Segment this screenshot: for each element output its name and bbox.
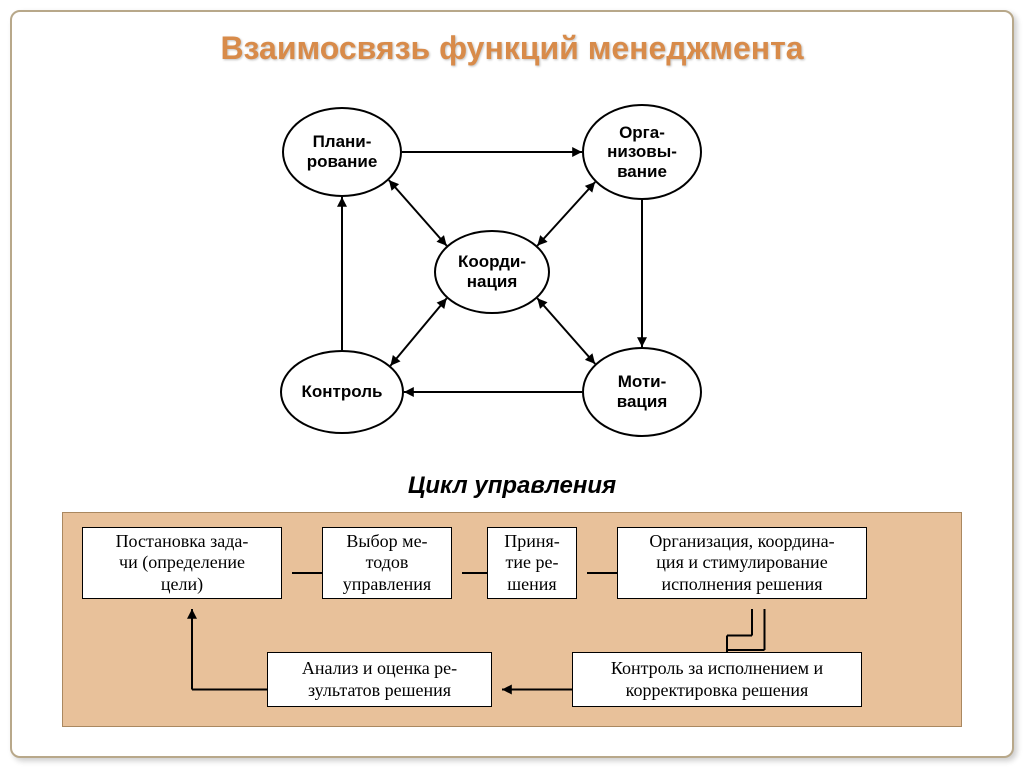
flow-box-b4: Организация, координа-ция и стимулирован… (617, 527, 867, 599)
node-ctrl: Контроль (280, 350, 404, 434)
flow-box-b3: Приня-тие ре-шения (487, 527, 577, 599)
node-motiv: Моти-вация (582, 347, 702, 437)
node-plan: Плани-рование (282, 107, 402, 197)
node-org: Орга-низовы-вание (582, 104, 702, 200)
subtitle: Цикл управления (12, 472, 1012, 500)
flow-box-b5: Контроль за исполнением икорректировка р… (572, 652, 862, 707)
flow-box-b1: Постановка зада-чи (определениецели) (82, 527, 282, 599)
slide-frame: Взаимосвязь функций менеджмента Плани-ро… (10, 10, 1014, 758)
flow-box-b2: Выбор ме-тодовуправления (322, 527, 452, 599)
page-title: Взаимосвязь функций менеджмента (12, 30, 1012, 67)
node-coord: Коорди-нация (434, 230, 550, 314)
network-diagram: Плани-рование Орга-низовы-вание Коорди-нац… (212, 82, 812, 462)
flow-box-b6: Анализ и оценка ре-зультатов решения (267, 652, 492, 707)
